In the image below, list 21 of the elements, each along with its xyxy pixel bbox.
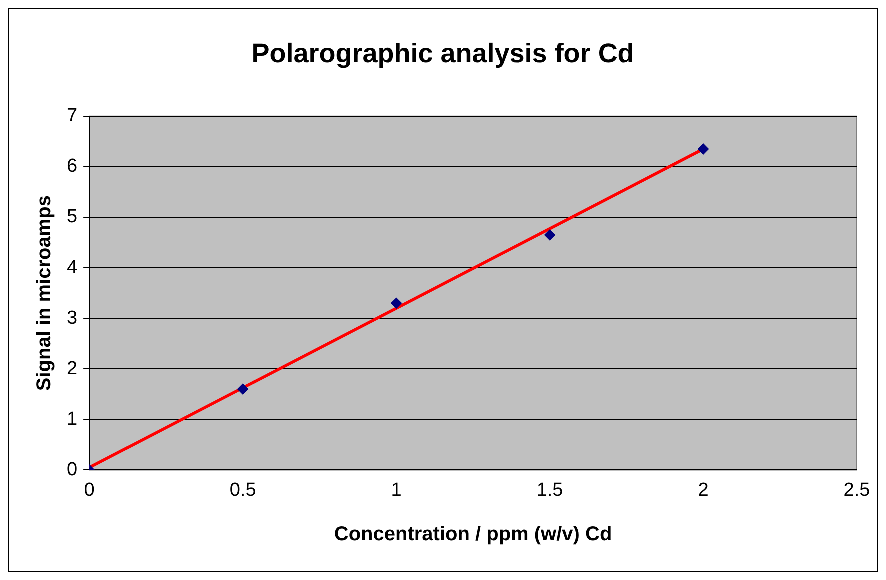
x-tick-label: 0 [84, 480, 95, 501]
x-tick-label: 1 [391, 480, 402, 501]
x-tick-label: 2 [698, 480, 709, 501]
point [391, 298, 402, 309]
y-tick-label: 3 [66, 308, 78, 329]
y-tick-label: 6 [66, 156, 78, 178]
x-tick-label: 0.5 [230, 480, 256, 501]
y-tick-label: 1 [66, 408, 78, 430]
y-tick-label: 7 [66, 106, 78, 127]
y-tick-label: 5 [66, 206, 78, 228]
x-axis-title: Concentration / ppm (w/v) Cd [334, 524, 612, 546]
y-tick-label: 4 [66, 257, 78, 278]
point [544, 230, 556, 241]
point [698, 144, 710, 155]
y-axis-title: Signal in microamps [34, 195, 56, 392]
chart-title: Polarographic analysis for Cd [252, 38, 634, 69]
y-tick-label: 2 [66, 358, 78, 380]
point [238, 384, 249, 395]
x-tick-label: 1.5 [536, 480, 564, 501]
y-tick-label: 0 [66, 459, 78, 480]
x-tick-label: 2.5 [844, 480, 870, 501]
